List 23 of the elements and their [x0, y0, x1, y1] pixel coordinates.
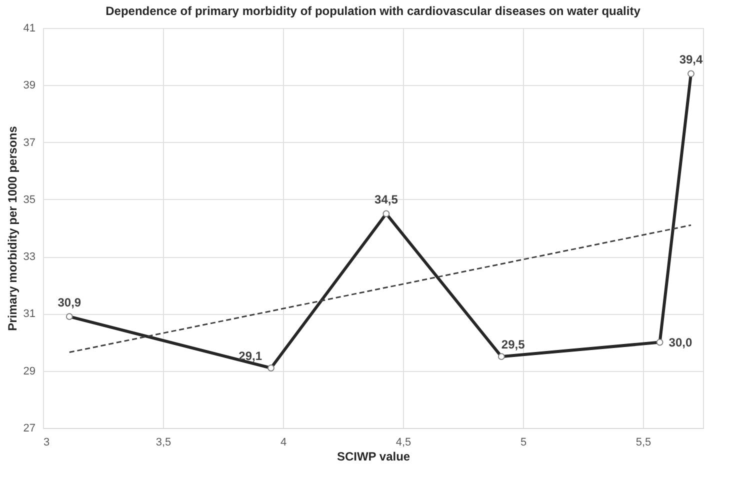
data-label: 30,0 — [668, 335, 692, 350]
y-tick-label: 33 — [23, 251, 36, 264]
data-label: 29,1 — [238, 349, 262, 363]
x-tick-label: 5,5 — [636, 436, 652, 448]
x-tick-label: 3 — [44, 436, 50, 448]
chart-title: Dependence of primary morbidity of population with cardiovascular diseases on water quality — [106, 4, 641, 18]
y-tick-label: 27 — [23, 422, 36, 434]
x-tick-label: 5 — [520, 436, 527, 448]
y-tick-label: 37 — [23, 136, 36, 149]
data-label: 34,5 — [374, 192, 398, 207]
y-tick-label: 41 — [23, 22, 36, 34]
data-label: 39,4 — [679, 52, 703, 67]
x-axis-title: SCIWP value — [336, 450, 410, 464]
y-tick-label: 29 — [23, 365, 36, 378]
y-axis-title: Primary morbidity per 1000 persons — [5, 126, 20, 331]
y-tick-label: 39 — [23, 80, 36, 92]
x-tick-label: 4,5 — [396, 436, 412, 448]
x-tick-label: 3,5 — [156, 436, 172, 448]
data-label: 29,5 — [501, 338, 526, 352]
y-tick-label: 31 — [23, 308, 36, 320]
x-tick-label: 4 — [280, 436, 287, 448]
data-label: 30,9 — [58, 296, 82, 310]
y-tick-label: 35 — [23, 194, 36, 206]
